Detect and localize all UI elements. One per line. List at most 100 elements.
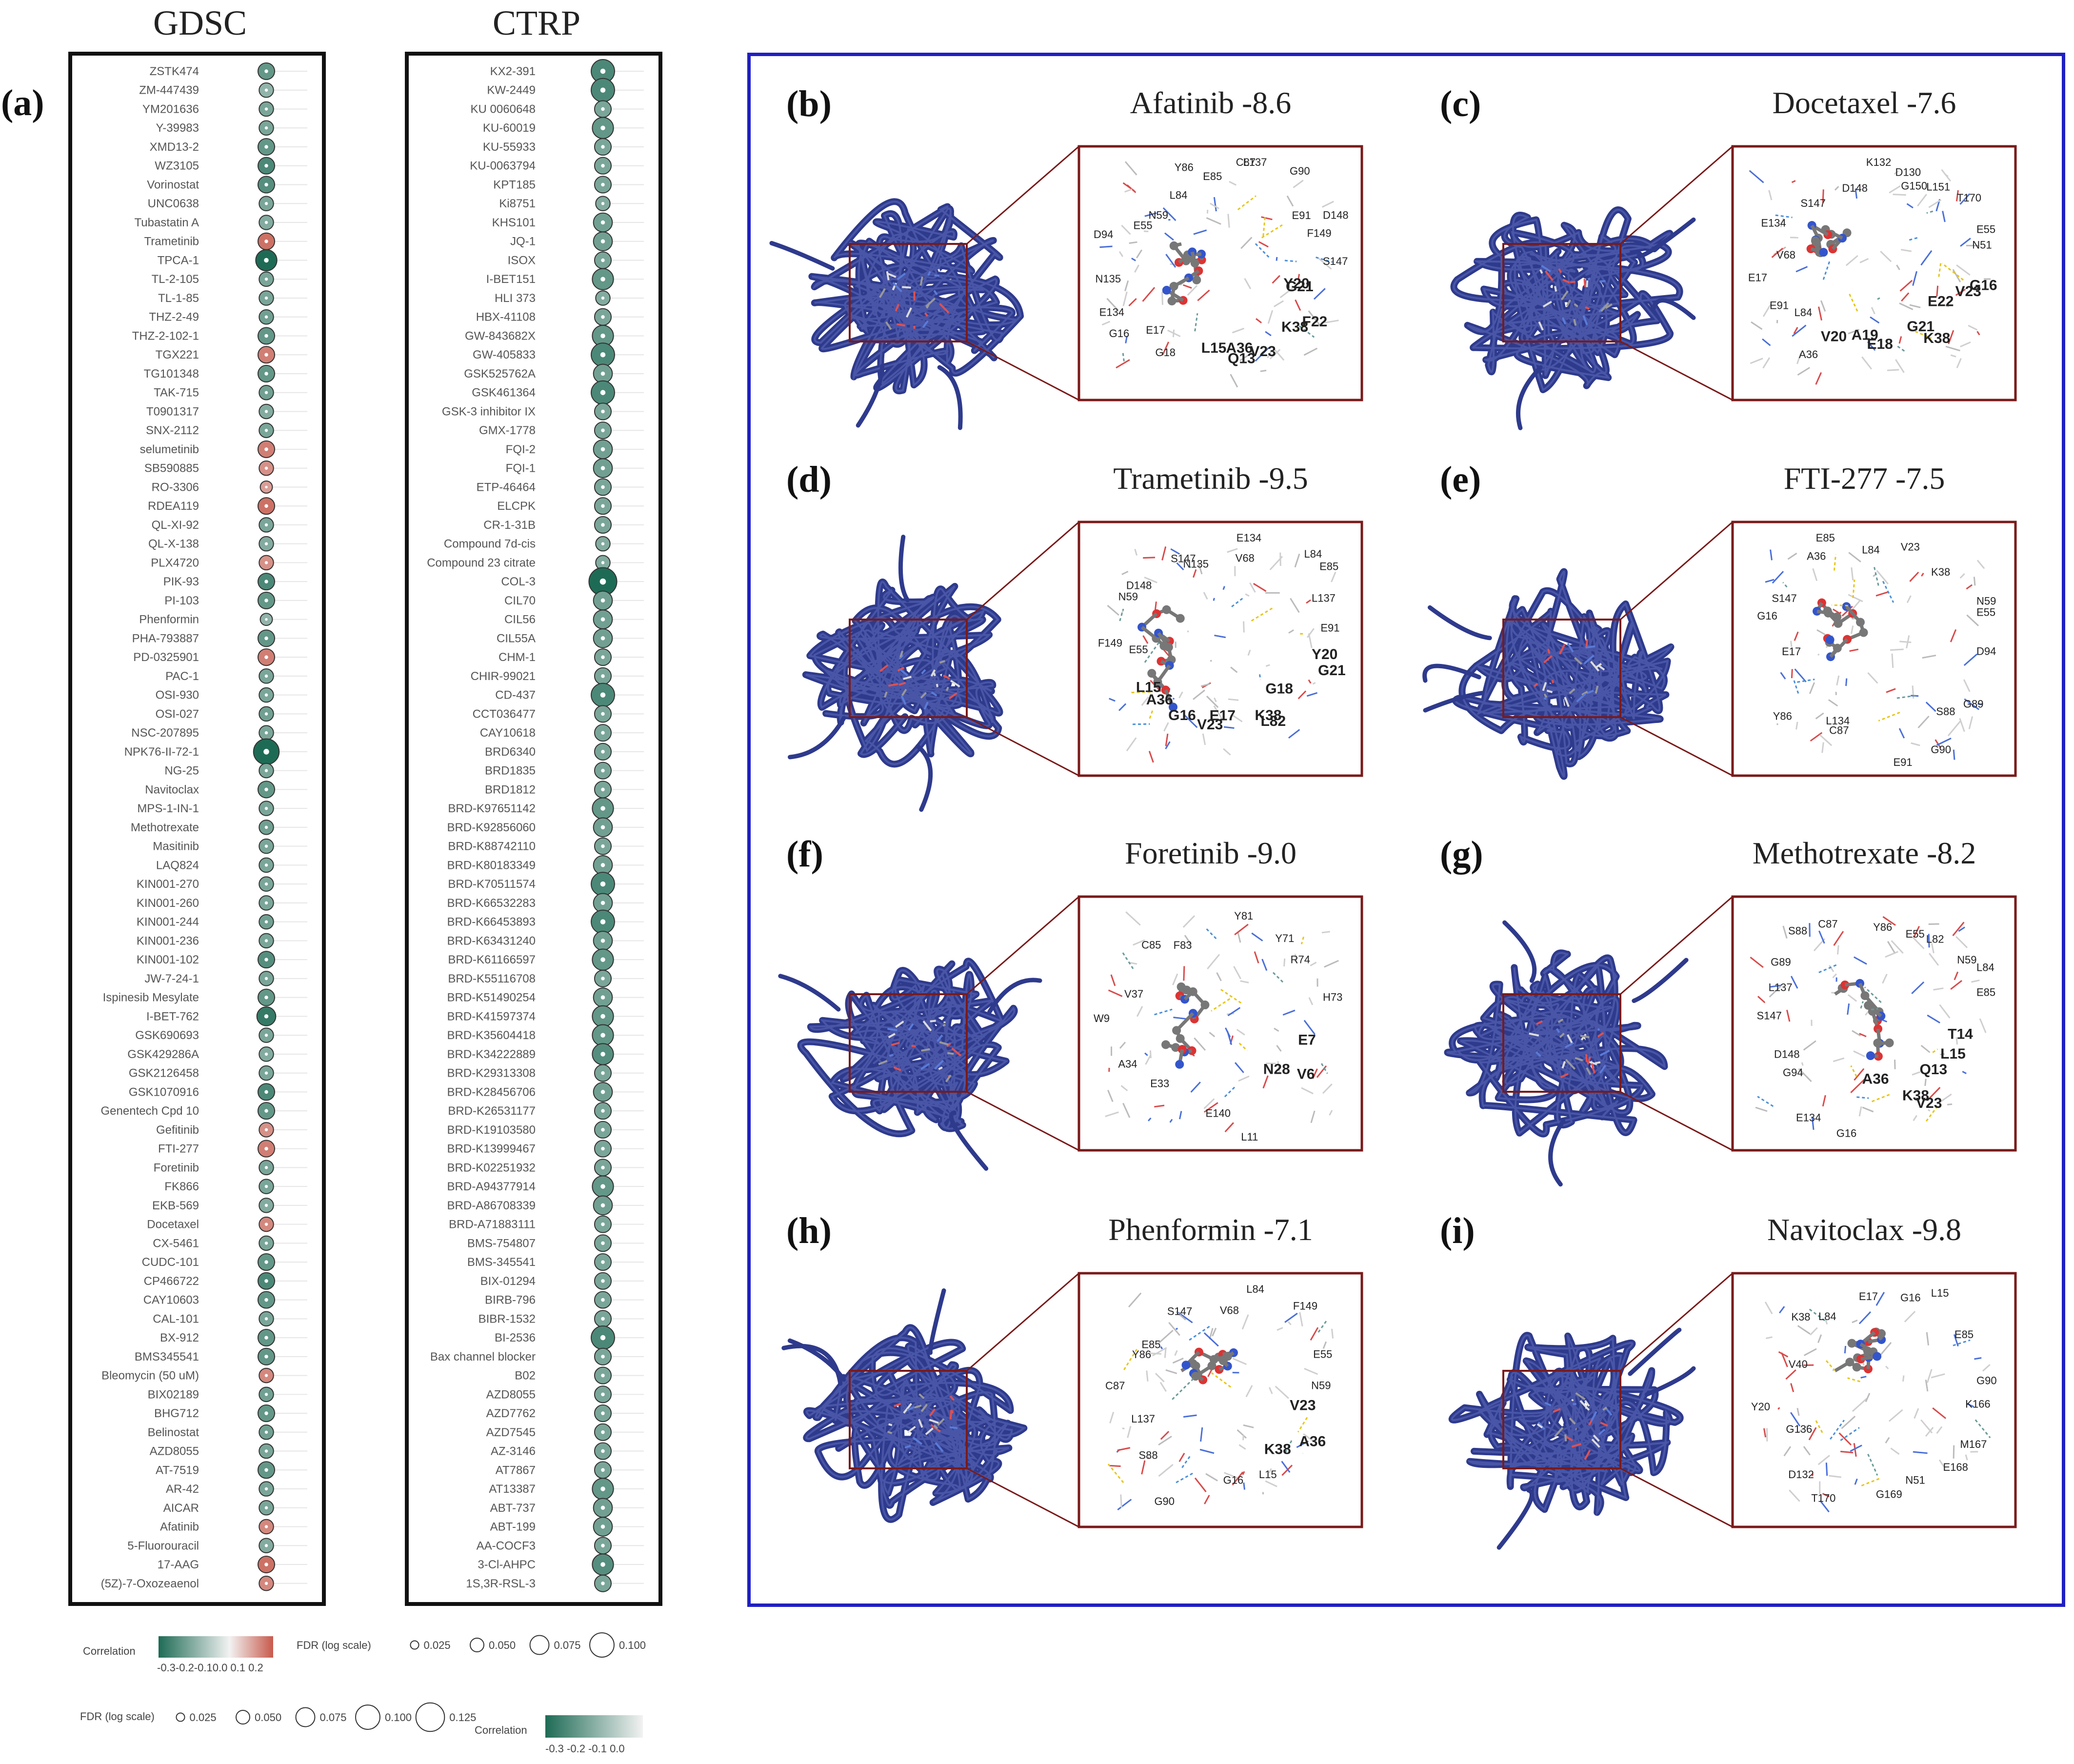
panel-label: (f) <box>786 834 823 875</box>
gdsc-dot-center <box>264 1166 268 1169</box>
ctrp-row: HLI 373 <box>495 290 644 306</box>
ctrp-dot-center <box>600 825 605 830</box>
ctrp-dot-center <box>601 163 605 168</box>
zoom-line <box>966 1272 1079 1372</box>
residue-label: V23 <box>1916 1095 1942 1111</box>
gdsc-row: BHG712 <box>154 1404 307 1423</box>
panel-label: (h) <box>786 1210 832 1251</box>
ctrp-row: BRD-K66532283 <box>447 893 644 913</box>
gdsc-dot-center <box>264 220 268 224</box>
gdsc-dot-center <box>264 1090 268 1094</box>
ctrp-drug-label: GW-843682X <box>465 329 536 342</box>
ctrp-dot-center <box>601 485 605 489</box>
residue-label: C87 <box>1818 918 1837 930</box>
docking-title: Afatinib -8.6 <box>1130 85 1292 120</box>
ctrp-row: Bax channel blocker <box>430 1347 644 1365</box>
gdsc-row: OSI-930 <box>156 687 307 703</box>
gdsc-drug-label: AZD8055 <box>150 1445 199 1458</box>
gdsc-dot-center <box>264 580 268 583</box>
residue-label: Y86 <box>1132 1348 1151 1361</box>
gdsc-drug-label: GSK429286A <box>127 1048 199 1061</box>
residue-label: G90 <box>1976 1374 1997 1386</box>
ctrp-row: BRD1812 <box>485 781 644 799</box>
ctrp-drug-label: CD-437 <box>495 689 536 702</box>
gdsc-row: NG-25 <box>164 762 307 779</box>
residue-label: K38 <box>1931 566 1950 578</box>
ctrp-row: CCT036477 <box>473 705 644 723</box>
gdsc-row: Bleomycin (50 uM) <box>101 1367 307 1383</box>
gdsc-row: KIN001-102 <box>137 951 307 969</box>
ctrp-drug-label: FQI-1 <box>506 462 536 475</box>
gdsc-row: Belinostat <box>148 1424 307 1440</box>
residue-label: V68 <box>1776 249 1795 261</box>
ctrp-drug-label: BRD-K28456706 <box>447 1085 536 1099</box>
zoom-line <box>966 1091 1079 1151</box>
ctrp-drug-label: BRD-K80183349 <box>447 859 536 872</box>
gdsc-dot-center <box>264 939 268 942</box>
residue-label: N59 <box>1118 590 1138 602</box>
gdsc-drug-label: RO-3306 <box>152 481 199 494</box>
ctrp-row: KX2-391 <box>490 59 644 83</box>
ctrp-dot-plot: KX2-391 KW-2449 KU 0060648 KU-60019 KU-55933… <box>405 52 662 1606</box>
gdsc-dot-center <box>264 523 268 527</box>
ctrp-dot-center <box>600 806 605 811</box>
docking-title: Foretinib -9.0 <box>1125 836 1296 870</box>
ctrp-row: 3-Cl-AHPC <box>478 1553 644 1576</box>
residue-label: V68 <box>1236 552 1255 564</box>
zoom-line <box>966 145 1079 245</box>
zoom-line <box>1620 1091 1733 1151</box>
residue-label: V20 <box>1821 328 1847 344</box>
ctrp-dot-center <box>601 1392 605 1397</box>
ctrp-drug-label: JQ-1 <box>510 235 536 248</box>
residue-label: N51 <box>1972 239 1992 251</box>
ctrp-dot-center <box>601 977 605 981</box>
ctrp-dot-center <box>601 674 605 678</box>
ctrp-drug-label: GMX-1778 <box>479 424 536 437</box>
residue-label: L84 <box>1246 1283 1264 1295</box>
ctrp-row: 1S,3R-RSL-3 <box>466 1574 644 1592</box>
ctrp-row: AZD8055 <box>486 1385 644 1403</box>
ctrp-drug-label: BIBR-1532 <box>479 1312 536 1325</box>
gdsc-row: WZ3105 <box>155 157 307 175</box>
ctrp-row: BRD-K34222889 <box>447 1043 644 1065</box>
gdsc-dot-center <box>264 901 268 905</box>
ctrp-drug-label: AZD7762 <box>486 1407 536 1420</box>
residue-label: G89 <box>1771 956 1791 968</box>
ctrp-row: BRD6340 <box>485 742 644 761</box>
gdsc-drug-label: KIN001-102 <box>137 953 199 966</box>
residue-label: Y20 <box>1751 1401 1770 1413</box>
ctrp-row: GSK525762A <box>464 363 644 384</box>
fdr-legend-value: 0.075 <box>319 1711 346 1724</box>
ctrp-dot-center <box>600 957 605 962</box>
residue-label: S88 <box>1936 705 1955 718</box>
gdsc-drug-label: OSI-930 <box>156 689 199 702</box>
residue-label: N135 <box>1183 558 1209 570</box>
ctrp-dot-center <box>601 1430 605 1434</box>
residue-label: E22 <box>1928 294 1954 310</box>
gdsc-dot-center <box>264 1014 269 1019</box>
ctrp-dot-center <box>600 1524 605 1529</box>
ctrp-row: CD-437 <box>495 682 644 707</box>
residue-label: E134 <box>1796 1111 1821 1123</box>
gdsc-legend: Correlation -0.3-0.2-0.10.0 0.1 0.2 FDR … <box>83 1632 646 1674</box>
fdr-legend-circle <box>529 1635 550 1655</box>
gdsc-dot-center <box>264 1317 268 1321</box>
gdsc-drug-label: AICAR <box>163 1502 199 1515</box>
ctrp-drug-label: Ki8751 <box>499 197 536 210</box>
residue-label: C87 <box>1105 1380 1125 1392</box>
ctrp-drug-label: AA-COCF3 <box>477 1539 536 1552</box>
ctrp-dot-center <box>600 1486 605 1491</box>
ctrp-row: BRD-K61166597 <box>448 948 644 971</box>
ctrp-dot-center <box>601 315 605 319</box>
gdsc-dot-center <box>264 863 268 867</box>
residue-label: E85 <box>1954 1328 1974 1341</box>
ctrp-row: CHIR-99021 <box>471 667 644 685</box>
panel-label: (c) <box>1440 83 1481 124</box>
residue-label: E17 <box>1748 272 1767 284</box>
fdr-legend-circle <box>355 1704 380 1730</box>
ctrp-drug-label: BI-2536 <box>495 1331 536 1344</box>
gdsc-drug-label: Belinostat <box>148 1426 199 1439</box>
gdsc-row: RDEA119 <box>148 497 307 515</box>
gdsc-row: Y-39983 <box>156 120 307 136</box>
